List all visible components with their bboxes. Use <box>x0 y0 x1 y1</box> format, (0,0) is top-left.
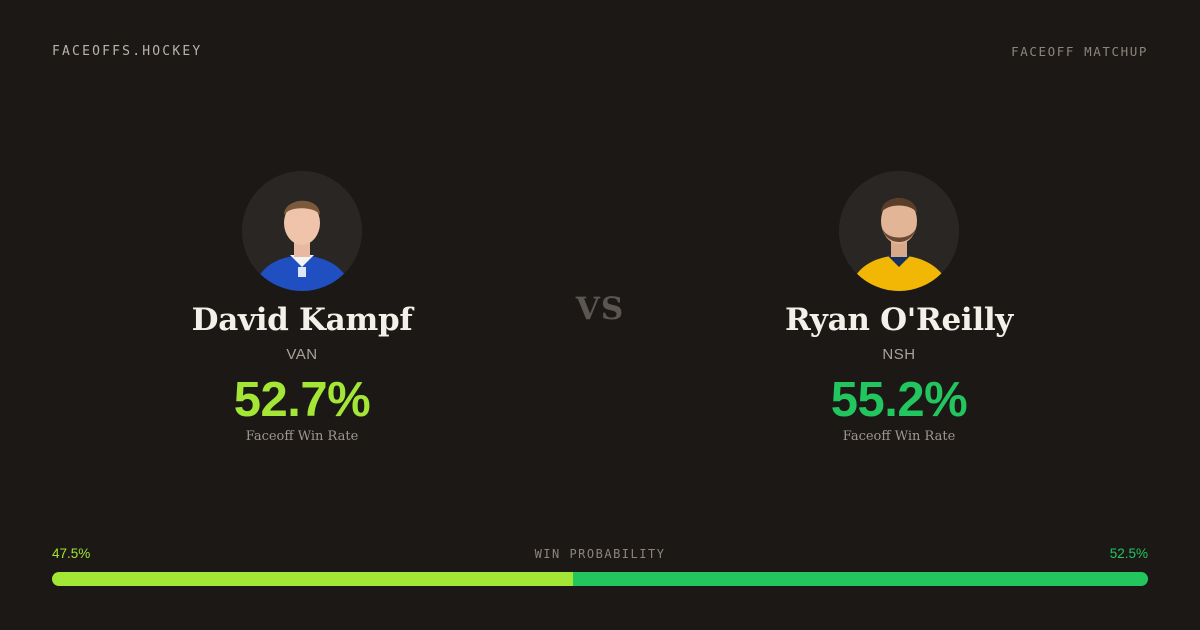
player-headshot-icon <box>839 171 959 291</box>
win-probability-header: 47.5% WIN PROBABILITY 52.5% <box>52 546 1148 564</box>
win-probability-bar <box>52 572 1148 586</box>
win-probability-left: 47.5% <box>52 546 91 561</box>
faceoff-win-rate-label: Faceoff Win Rate <box>842 429 956 444</box>
player-avatar <box>242 171 362 291</box>
win-probability-title: WIN PROBABILITY <box>534 547 666 561</box>
faceoff-win-rate: 55.2% <box>830 373 968 427</box>
win-probability-bar-right <box>572 572 1148 586</box>
player-card-left: David Kampf VAN 52.7% Faceoff Win Rate <box>102 171 502 444</box>
player-avatar <box>839 171 959 291</box>
player-name: David Kampf <box>191 302 413 338</box>
player-card-right: Ryan O'Reilly NSH 55.2% Faceoff Win Rate <box>699 171 1099 444</box>
vs-divider: VS <box>575 291 625 327</box>
player-name: Ryan O'Reilly <box>784 302 1014 338</box>
player-headshot-icon <box>242 171 362 291</box>
page-label: FACEOFF MATCHUP <box>1011 44 1148 59</box>
team-abbr: NSH <box>882 346 916 363</box>
faceoff-win-rate-label: Faceoff Win Rate <box>245 429 359 444</box>
team-abbr: VAN <box>286 346 318 363</box>
win-probability-bar-left <box>52 572 573 586</box>
win-probability-right: 52.5% <box>1109 546 1148 561</box>
site-brand[interactable]: FACEOFFS.HOCKEY <box>52 44 203 59</box>
faceoff-win-rate: 52.7% <box>233 373 371 427</box>
